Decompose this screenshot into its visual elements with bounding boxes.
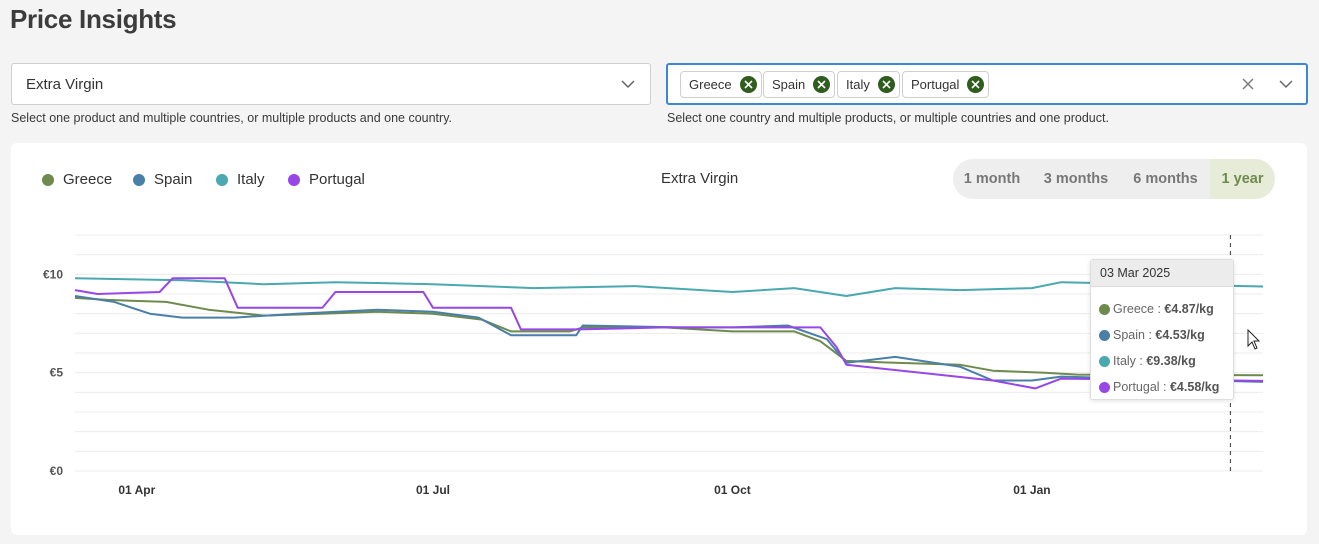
tooltip-dot bbox=[1099, 329, 1110, 341]
tooltip-date: 03 Mar 2025 bbox=[1091, 260, 1233, 287]
country-chip-portugal: Portugal bbox=[902, 71, 990, 98]
range-1-year-button[interactable]: 1 year bbox=[1210, 159, 1275, 199]
tooltip-value: €4.87/kg bbox=[1164, 302, 1214, 316]
y-tick-label: €0 bbox=[50, 464, 64, 478]
tooltip-dot bbox=[1099, 303, 1110, 315]
tooltip-country: Greece bbox=[1113, 302, 1154, 316]
tooltip-separator: : bbox=[1144, 328, 1156, 342]
page-title: Price Insights bbox=[10, 4, 177, 34]
y-tick-label: €5 bbox=[50, 366, 64, 380]
legend-label: Portugal bbox=[309, 171, 365, 188]
legend-dot bbox=[288, 173, 300, 186]
clear-all-icon[interactable] bbox=[1240, 76, 1256, 92]
tooltip-value: €4.58/kg bbox=[1169, 380, 1220, 394]
range-6-months-button[interactable]: 6 months bbox=[1133, 171, 1198, 187]
chip-label: Italy bbox=[846, 77, 870, 92]
product-select[interactable]: Extra Virgin bbox=[11, 63, 651, 105]
x-tick-label: 01 Apr bbox=[118, 483, 155, 497]
x-tick-label: 01 Jul bbox=[416, 483, 450, 497]
country-chip-spain: Spain bbox=[763, 71, 836, 98]
country-chip-greece: Greece bbox=[680, 71, 762, 98]
tooltip-row-italy: Italy : €9.38/kg bbox=[1099, 354, 1196, 368]
x-tick-label: 01 Oct bbox=[714, 483, 751, 497]
remove-chip-icon[interactable] bbox=[877, 76, 895, 93]
range-3-months-button[interactable]: 3 months bbox=[1043, 171, 1109, 187]
legend-label: Greece bbox=[63, 171, 113, 188]
chip-label: Spain bbox=[772, 77, 806, 92]
tooltip-row-spain: Spain : €4.53/kg bbox=[1099, 328, 1205, 342]
x-tick-label: 01 Jan bbox=[1013, 483, 1050, 497]
tooltip-country: Italy bbox=[1113, 354, 1136, 368]
legend-dot bbox=[216, 173, 228, 186]
tooltip-country: Portugal bbox=[1113, 380, 1160, 394]
tooltip-value: €9.38/kg bbox=[1146, 354, 1196, 368]
price-line-chart[interactable]: €10 €5 €0 01 Apr 01 Jul 01 Oct 01 Jan bbox=[11, 143, 1307, 535]
country-select-helper: Select one country and multiple products… bbox=[667, 111, 1109, 125]
time-range-selector: 1 month 3 months 6 months 1 year bbox=[953, 159, 1275, 199]
chip-label: Portugal bbox=[911, 77, 960, 92]
tooltip-dot bbox=[1099, 381, 1110, 393]
product-select-helper: Select one product and multiple countrie… bbox=[11, 111, 452, 125]
remove-chip-icon[interactable] bbox=[813, 76, 831, 93]
legend-item-spain[interactable]: Spain bbox=[133, 171, 192, 188]
tooltip-row-portugal: Portugal : €4.58/kg bbox=[1099, 380, 1219, 394]
tooltip-row-greece: Greece : €4.87/kg bbox=[1099, 302, 1214, 316]
tooltip-separator: : bbox=[1154, 302, 1165, 316]
series-line-spain bbox=[74, 295, 1264, 383]
chevron-down-icon[interactable] bbox=[1278, 76, 1294, 92]
legend-item-portugal[interactable]: Portugal bbox=[288, 171, 365, 188]
product-select-value: Extra Virgin bbox=[26, 76, 104, 93]
legend-item-italy[interactable]: Italy bbox=[216, 171, 265, 188]
remove-chip-icon[interactable] bbox=[967, 76, 985, 93]
tooltip-dot bbox=[1099, 355, 1110, 367]
legend-item-greece[interactable]: Greece bbox=[42, 171, 112, 188]
tooltip-country: Spain bbox=[1113, 328, 1145, 342]
chart-title: Extra Virgin bbox=[661, 170, 739, 187]
legend-label: Spain bbox=[154, 171, 193, 188]
legend-dot bbox=[42, 173, 54, 186]
y-tick-label: €10 bbox=[43, 267, 63, 281]
country-chip-italy: Italy bbox=[837, 71, 900, 98]
chevron-down-icon[interactable] bbox=[620, 76, 636, 92]
legend-dot bbox=[133, 173, 145, 186]
legend-label: Italy bbox=[237, 171, 265, 188]
chart-card: Greece Spain Italy Portugal Extra Virgin… bbox=[11, 143, 1307, 535]
tooltip-value: €4.53/kg bbox=[1155, 328, 1205, 342]
series-line-italy bbox=[74, 277, 1264, 297]
remove-chip-icon[interactable] bbox=[739, 76, 757, 93]
chip-label: Greece bbox=[689, 77, 732, 92]
range-1-month-button[interactable]: 1 month bbox=[963, 171, 1021, 187]
chart-tooltip: 03 Mar 2025 Greece : €4.87/kg Spain : €4… bbox=[1090, 259, 1234, 400]
tooltip-separator: : bbox=[1159, 380, 1170, 394]
mouse-pointer-icon bbox=[1247, 329, 1261, 350]
series-line-portugal bbox=[74, 277, 1264, 390]
series-line-greece bbox=[74, 296, 1264, 377]
tooltip-separator: : bbox=[1135, 354, 1147, 368]
country-select[interactable]: Greece Spain Italy Portugal bbox=[666, 63, 1308, 105]
